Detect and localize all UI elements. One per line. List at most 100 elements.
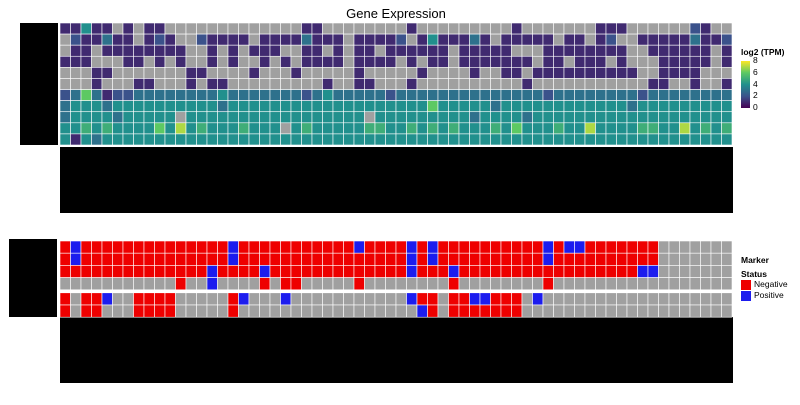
marker-cell-r0-c23 <box>301 240 313 254</box>
expr-cell-r6-c11 <box>175 89 187 101</box>
expr-cell-r1-c24 <box>311 33 323 46</box>
marker-cell-r3-c53 <box>616 277 628 291</box>
expr-cell-r3-c42 <box>500 55 512 68</box>
marker-cell-r0-c5 <box>112 240 124 254</box>
expr-cell-r5-c11 <box>175 78 187 90</box>
marker-cell-r0-c0 <box>59 240 71 254</box>
expr-cell-r2-c13 <box>196 44 208 57</box>
expr-cell-r8-c59 <box>679 111 691 124</box>
expr-cell-r4-c37 <box>448 67 460 79</box>
marker-cell-r2-c16 <box>227 265 239 278</box>
expr-cell-r1-c36 <box>437 33 449 46</box>
marker-cell-r1-c9 <box>154 252 166 266</box>
marker-cell-r1-c12 <box>185 252 197 266</box>
expr-cell-r6-c9 <box>154 89 166 101</box>
expr-cell-r6-c56 <box>647 89 659 101</box>
marker-cell-r3-c15 <box>217 277 229 291</box>
expr-cell-r3-c28 <box>353 55 365 68</box>
marker-cell-r4-c48 <box>563 292 575 306</box>
marker-cell-r4-c21 <box>280 292 292 306</box>
expr-cell-r2-c34 <box>416 44 428 57</box>
expr-cell-r10-c10 <box>164 133 176 146</box>
expr-cell-r0-c20 <box>269 22 281 35</box>
expr-cell-r1-c19 <box>259 33 271 46</box>
expr-cell-r8-c61 <box>700 111 712 124</box>
expr-cell-r0-c2 <box>80 22 92 35</box>
expr-cell-r7-c31 <box>385 100 397 113</box>
marker-cell-r1-c49 <box>574 252 586 266</box>
expr-cell-r4-c48 <box>563 67 575 79</box>
expr-cell-r3-c18 <box>248 55 260 68</box>
marker-cell-r2-c32 <box>395 265 407 278</box>
expr-cell-r2-c58 <box>668 44 680 57</box>
expr-cell-r0-c49 <box>574 22 586 35</box>
expr-cell-r2-c18 <box>248 44 260 57</box>
marker-cell-r5-c32 <box>395 304 407 318</box>
expr-cell-r2-c40 <box>479 44 491 57</box>
expr-cell-r10-c58 <box>668 133 680 146</box>
expr-cell-r1-c46 <box>542 33 554 46</box>
expr-cell-r4-c23 <box>301 67 313 79</box>
marker-cell-r3-c35 <box>427 277 439 291</box>
expr-cell-r9-c47 <box>553 122 565 135</box>
expr-cell-r7-c30 <box>374 100 386 113</box>
marker-cell-r2-c3 <box>91 265 103 278</box>
expr-cell-r3-c41 <box>490 55 502 68</box>
expr-cell-r9-c22 <box>290 122 302 135</box>
marker-cell-r2-c57 <box>658 265 670 278</box>
expr-cell-r1-c17 <box>238 33 250 46</box>
marker-cell-r2-c39 <box>469 265 481 278</box>
expr-cell-r2-c31 <box>385 44 397 57</box>
expr-cell-r1-c23 <box>301 33 313 46</box>
expr-cell-r10-c2 <box>80 133 92 146</box>
expr-cell-r2-c48 <box>563 44 575 57</box>
marker-cell-r2-c15 <box>217 265 229 278</box>
expr-cell-r1-c42 <box>500 33 512 46</box>
expr-cell-r3-c62 <box>710 55 722 68</box>
expr-cell-r1-c5 <box>112 33 124 46</box>
marker-cell-r5-c44 <box>521 304 533 318</box>
expr-cell-r2-c6 <box>122 44 134 57</box>
marker-cell-r0-c40 <box>479 240 491 254</box>
expr-cell-r1-c54 <box>626 33 638 46</box>
expr-cell-r4-c16 <box>227 67 239 79</box>
expr-cell-r7-c2 <box>80 100 92 113</box>
expr-cell-r5-c52 <box>605 78 617 90</box>
expr-cell-r7-c8 <box>143 100 155 113</box>
expr-cell-r9-c20 <box>269 122 281 135</box>
expr-cell-r5-c16 <box>227 78 239 90</box>
marker-cell-r0-c16 <box>227 240 239 254</box>
marker-cell-r4-c56 <box>647 292 659 306</box>
expr-cell-r8-c54 <box>626 111 638 124</box>
expr-cell-r10-c26 <box>332 133 344 146</box>
expr-cell-r8-c38 <box>458 111 470 124</box>
expr-cell-r1-c56 <box>647 33 659 46</box>
marker-cell-r4-c26 <box>332 292 344 306</box>
expr-cell-r8-c58 <box>668 111 680 124</box>
expr-cell-r1-c57 <box>658 33 670 46</box>
expr-cell-r7-c14 <box>206 100 218 113</box>
expr-cell-r9-c2 <box>80 122 92 135</box>
marker-cell-r5-c55 <box>637 304 649 318</box>
expr-cell-r4-c33 <box>406 67 418 79</box>
expr-cell-r4-c42 <box>500 67 512 79</box>
marker-cell-r4-c54 <box>626 292 638 306</box>
expr-cell-r5-c42 <box>500 78 512 90</box>
marker-cell-r2-c46 <box>542 265 554 278</box>
expr-cell-r2-c44 <box>521 44 533 57</box>
expr-cell-r4-c40 <box>479 67 491 79</box>
expr-cell-r10-c59 <box>679 133 691 146</box>
expr-cell-r2-c36 <box>437 44 449 57</box>
expr-cell-r5-c37 <box>448 78 460 90</box>
expr-cell-r5-c0 <box>59 78 71 90</box>
marker-cell-r1-c14 <box>206 252 218 266</box>
expr-cell-r7-c0 <box>59 100 71 113</box>
expr-cell-r7-c55 <box>637 100 649 113</box>
expr-cell-r4-c13 <box>196 67 208 79</box>
expr-cell-r7-c23 <box>301 100 313 113</box>
expr-cell-r0-c7 <box>133 22 145 35</box>
marker-cell-r1-c39 <box>469 252 481 266</box>
expr-cell-r3-c46 <box>542 55 554 68</box>
expr-cell-r5-c33 <box>406 78 418 90</box>
marker-cell-r5-c58 <box>668 304 680 318</box>
